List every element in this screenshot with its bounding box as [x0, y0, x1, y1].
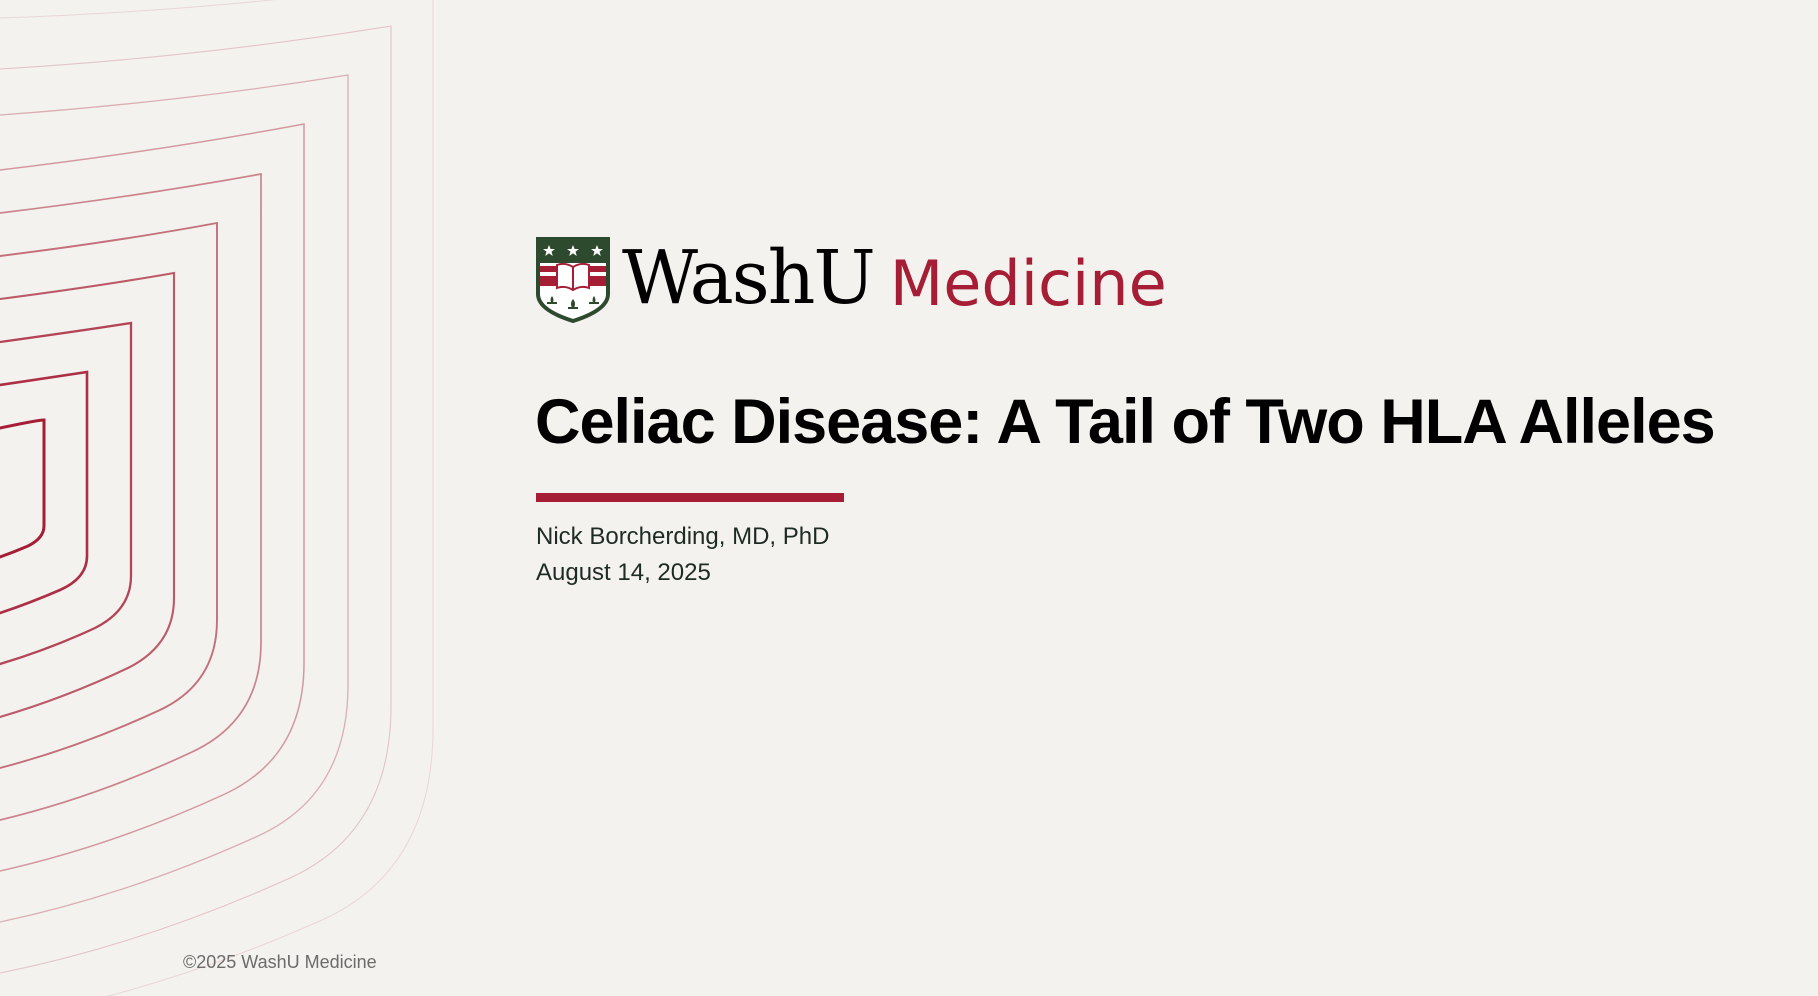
decorative-arc-lines: [0, 0, 434, 996]
logo-wordmark: WashU: [622, 235, 876, 321]
presentation-date: August 14, 2025: [536, 559, 711, 586]
copyright-footer: ©2025 WashU Medicine: [183, 952, 377, 972]
logo-submark: Medicine: [889, 247, 1167, 320]
presenter-name: Nick Borcherding, MD, PhD: [536, 523, 830, 550]
washu-medicine-logo: WashU Medicine: [535, 233, 1167, 323]
shield-icon: [536, 237, 610, 323]
title-underline-divider: [536, 493, 844, 502]
slide-title: Celiac Disease: A Tail of Two HLA Allele…: [535, 387, 1716, 457]
